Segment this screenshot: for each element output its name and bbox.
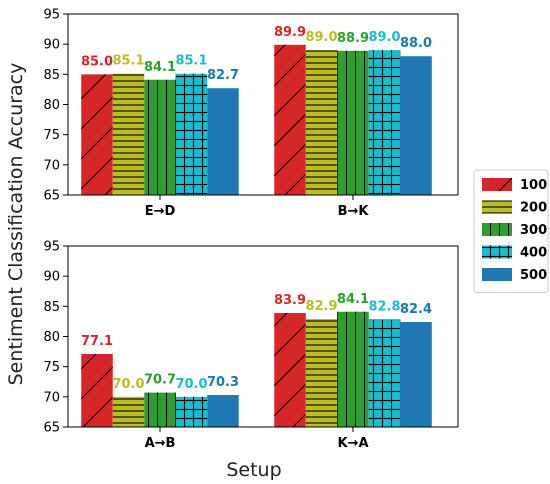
- bar-hatch: [144, 79, 176, 195]
- axes-frame: [67, 13, 459, 196]
- bar-hatch: [112, 396, 145, 427]
- y-axis-label: Sentiment Classification Accuracy: [5, 63, 27, 386]
- data-label: 88.9: [337, 31, 369, 46]
- y-tick-label: 65: [43, 189, 60, 204]
- y-tick-label: 80: [43, 98, 60, 113]
- y-tick-label: 75: [43, 128, 60, 143]
- bar-500-2: [400, 322, 432, 427]
- bar-hatch: [81, 353, 113, 427]
- bar-hatch: [337, 311, 369, 427]
- data-label: 89.0: [305, 30, 337, 45]
- x-tick-label: K→A: [337, 436, 368, 451]
- bar-500-1: [207, 88, 239, 195]
- bar-hatch: [112, 73, 145, 195]
- y-tick-label: 70: [43, 158, 60, 173]
- data-label: 84.1: [337, 292, 369, 307]
- legend: 100 200 300 400 500: [473, 169, 549, 293]
- data-label: 82.4: [400, 302, 432, 317]
- bar-hatch: [144, 392, 176, 427]
- bar-hatch: [305, 319, 338, 427]
- data-label: 70.0: [175, 377, 207, 392]
- data-label: 89.9: [274, 25, 306, 40]
- legend-swatch-hatch: [482, 223, 512, 236]
- bar-hatch: [368, 319, 401, 427]
- legend-swatch: [482, 268, 512, 281]
- data-label: 82.9: [305, 299, 337, 314]
- data-label: 82.7: [207, 68, 239, 83]
- bar-hatch: [274, 312, 306, 427]
- data-label: 70.3: [207, 375, 239, 390]
- y-tick-label: 70: [43, 390, 60, 405]
- x-tick-label: B→K: [338, 204, 370, 219]
- data-label: 83.9: [274, 293, 306, 308]
- x-tick-label: A→B: [145, 436, 176, 451]
- data-label: 70.7: [144, 373, 176, 388]
- x-tick-label: E→D: [145, 204, 176, 219]
- y-tick-label: 80: [43, 330, 60, 345]
- data-label: 88.0: [400, 36, 432, 51]
- bar-500-1: [207, 395, 239, 427]
- y-tick-label: 65: [43, 421, 60, 436]
- axes-frame: [67, 245, 459, 428]
- data-label: 85.1: [112, 54, 144, 69]
- bar-hatch: [305, 50, 338, 196]
- data-label: 84.1: [144, 60, 176, 75]
- bar-hatch: [368, 50, 401, 196]
- data-label: 89.0: [368, 30, 400, 45]
- legend-swatch-hatch: [482, 200, 512, 214]
- legend-label: 200: [520, 201, 547, 216]
- data-label: 82.8: [368, 300, 400, 315]
- data-label: 77.1: [81, 334, 113, 349]
- legend-swatch-hatch: [482, 178, 512, 191]
- data-label: 70.0: [112, 377, 144, 392]
- bar-hatch: [175, 73, 208, 195]
- bar-hatch: [81, 74, 113, 195]
- y-tick-label: 90: [43, 270, 60, 285]
- bar-hatch: [175, 396, 208, 427]
- legend-label: 500: [520, 268, 547, 283]
- y-tick-label: 95: [43, 240, 60, 255]
- bar-hatch: [337, 50, 369, 196]
- x-axis-label: Setup: [226, 459, 281, 481]
- data-label: 85.1: [175, 54, 207, 69]
- y-tick-label: 75: [43, 360, 60, 375]
- legend-swatch-hatch: [482, 245, 512, 259]
- data-label: 85.0: [81, 54, 113, 69]
- y-tick-label: 85: [43, 300, 60, 315]
- y-tick-label: 90: [43, 38, 60, 53]
- legend-label: 300: [520, 223, 547, 238]
- legend-label: 100: [520, 178, 547, 193]
- legend-label: 400: [520, 246, 547, 261]
- bar-500-2: [400, 56, 432, 195]
- y-tick-label: 95: [43, 8, 60, 23]
- y-tick-label: 85: [43, 68, 60, 83]
- bar-hatch: [274, 44, 306, 195]
